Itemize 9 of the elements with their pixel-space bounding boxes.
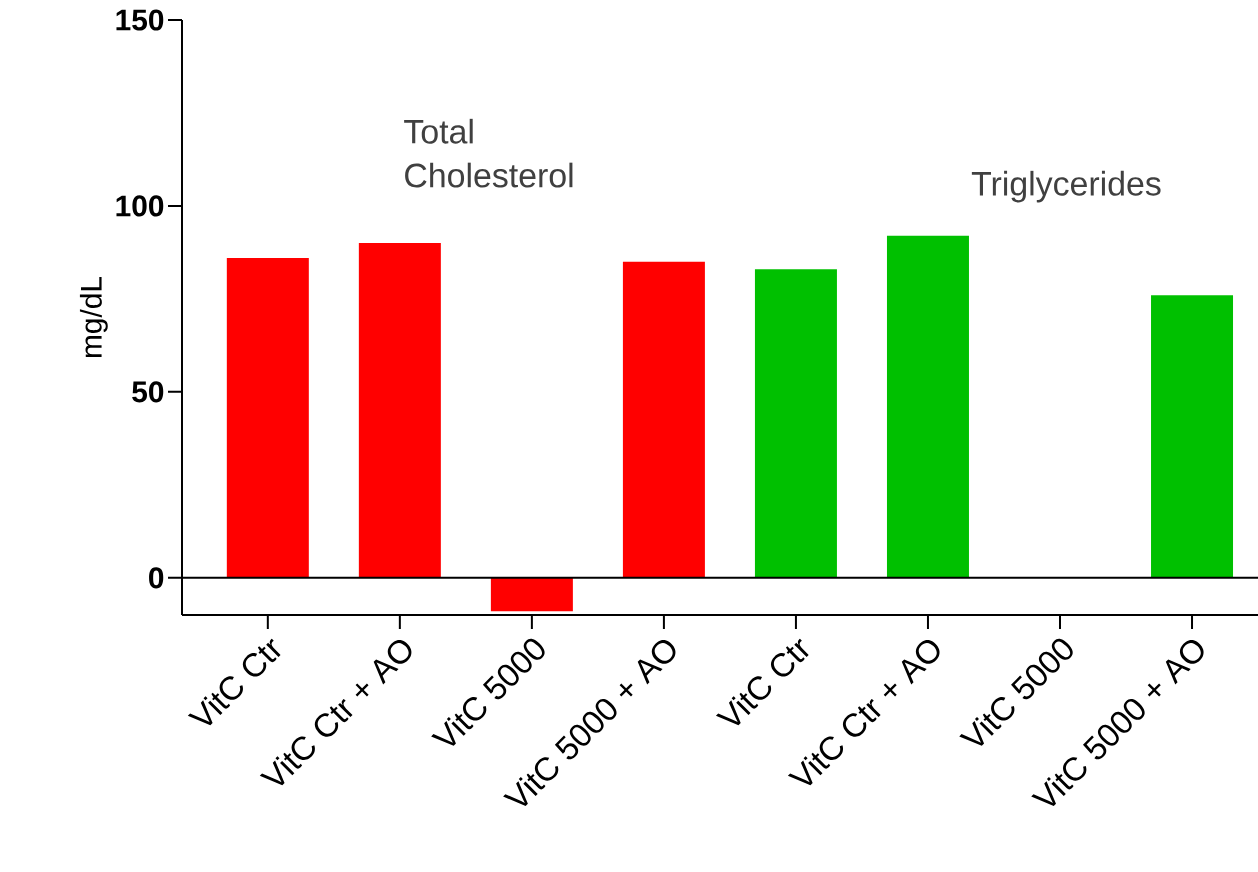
y-tick-label: 100 — [116, 195, 164, 217]
y-tick-label: 150 — [116, 9, 164, 31]
x-tick-label: VitC Ctr — [715, 638, 809, 726]
y-axis-title: mg/dL — [79, 276, 108, 358]
x-tick-label: VitC Ctr — [187, 638, 281, 726]
y-tick-label: 0 — [149, 567, 164, 589]
annotation: Total Cholesterol — [404, 118, 573, 188]
y-tick-label: 50 — [132, 381, 164, 403]
annotation: Triglycerides — [971, 170, 1161, 203]
